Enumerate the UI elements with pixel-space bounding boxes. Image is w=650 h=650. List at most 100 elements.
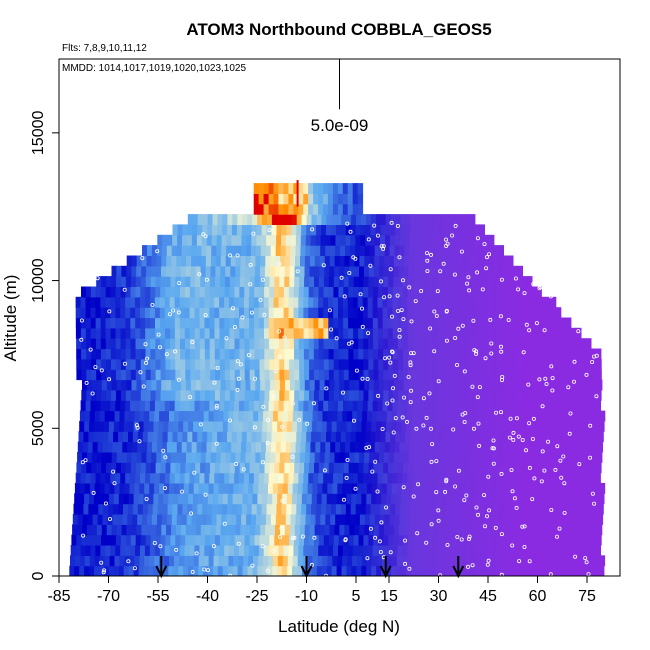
heat-cell (516, 286, 523, 298)
heat-cell (352, 296, 359, 308)
heat-cell (174, 400, 181, 412)
heat-cell (318, 317, 324, 329)
heat-cell (552, 524, 558, 536)
heat-cell (323, 348, 330, 360)
heat-cell (411, 555, 418, 567)
heat-cell (574, 410, 581, 422)
heat-cell (538, 441, 544, 453)
track-point (532, 476, 537, 481)
heat-cell (529, 565, 536, 576)
heat-cell (118, 420, 125, 432)
heat-cell (326, 214, 332, 225)
heat-cell (422, 472, 428, 484)
heat-cell (515, 410, 522, 422)
heat-cell (358, 317, 364, 329)
heat-cell (509, 431, 515, 443)
heat-cell (256, 224, 263, 236)
heat-cell (264, 389, 270, 401)
heat-cell (482, 276, 488, 287)
heat-cell (565, 482, 571, 494)
heat-cell (313, 472, 319, 484)
track-point (520, 524, 525, 529)
track-point (466, 275, 471, 280)
heat-cell (185, 265, 192, 277)
heat-cell (101, 524, 108, 536)
heat-cell (340, 431, 347, 443)
heat-cell (288, 296, 294, 308)
heat-cell (387, 286, 394, 298)
heat-cell (135, 348, 142, 360)
heat-cell (224, 358, 231, 370)
heat-cell (317, 555, 323, 567)
heat-cell (368, 348, 374, 360)
heat-cell (442, 286, 448, 298)
heat-cell (571, 369, 577, 381)
heat-cell (497, 379, 504, 391)
heat-cell (249, 389, 256, 401)
heat-cell (369, 514, 376, 525)
heat-cell (334, 379, 340, 391)
track-point (202, 567, 207, 572)
heat-cell (430, 565, 437, 576)
heat-cell (248, 482, 254, 494)
heat-cell (493, 245, 499, 256)
heat-cell (134, 555, 140, 567)
heat-cell (581, 369, 587, 381)
heat-cell (87, 379, 93, 391)
heat-cell (516, 296, 522, 308)
heat-cell (115, 296, 121, 308)
heat-cell (232, 493, 239, 505)
heat-cell (473, 441, 480, 453)
heat-cell (296, 214, 303, 225)
heat-cell (350, 441, 356, 453)
heat-cell (365, 503, 372, 515)
heat-cell (329, 524, 335, 536)
track-point (480, 287, 485, 292)
heat-cell (581, 389, 587, 401)
heat-cell (436, 555, 442, 567)
heat-cell (397, 545, 403, 556)
heat-cell (506, 400, 512, 412)
heat-cell (295, 255, 301, 267)
heat-cell (401, 555, 408, 567)
heat-cell (440, 565, 446, 576)
heat-cell (501, 327, 508, 339)
heat-cell (125, 348, 132, 360)
heat-cell (596, 462, 602, 474)
heat-cell (145, 369, 152, 381)
heat-cell (350, 514, 356, 525)
heat-cell (154, 482, 160, 494)
heat-cell (354, 451, 360, 463)
heat-cell (313, 400, 319, 412)
heat-cell (174, 317, 181, 329)
heat-cell (319, 276, 325, 287)
heat-cell (576, 462, 582, 474)
heat-cell (236, 514, 242, 525)
heat-cell (314, 462, 320, 474)
heat-cell (273, 296, 280, 308)
y-tick-label: 15000 (30, 111, 47, 156)
heat-cell (189, 472, 196, 484)
heat-cell (478, 245, 485, 256)
heat-cell (244, 338, 250, 350)
heat-cell (446, 410, 452, 422)
heat-cell (562, 441, 569, 453)
heat-cell (475, 410, 482, 422)
heat-cell (303, 307, 309, 319)
heat-cell (354, 255, 360, 267)
heat-cell (358, 327, 364, 339)
heat-cell (190, 265, 197, 277)
heat-cell (541, 472, 547, 484)
heat-cell (596, 369, 602, 381)
heat-cell (362, 317, 369, 329)
track-point (250, 563, 255, 568)
heat-cell (250, 379, 256, 391)
heat-cell (435, 565, 442, 576)
heat-cell (287, 410, 294, 422)
heat-cell (494, 503, 500, 515)
heat-cell (182, 503, 188, 515)
heat-cell (509, 420, 516, 432)
heat-cell (132, 503, 139, 515)
heat-cell (454, 441, 460, 453)
track-point (474, 351, 479, 356)
